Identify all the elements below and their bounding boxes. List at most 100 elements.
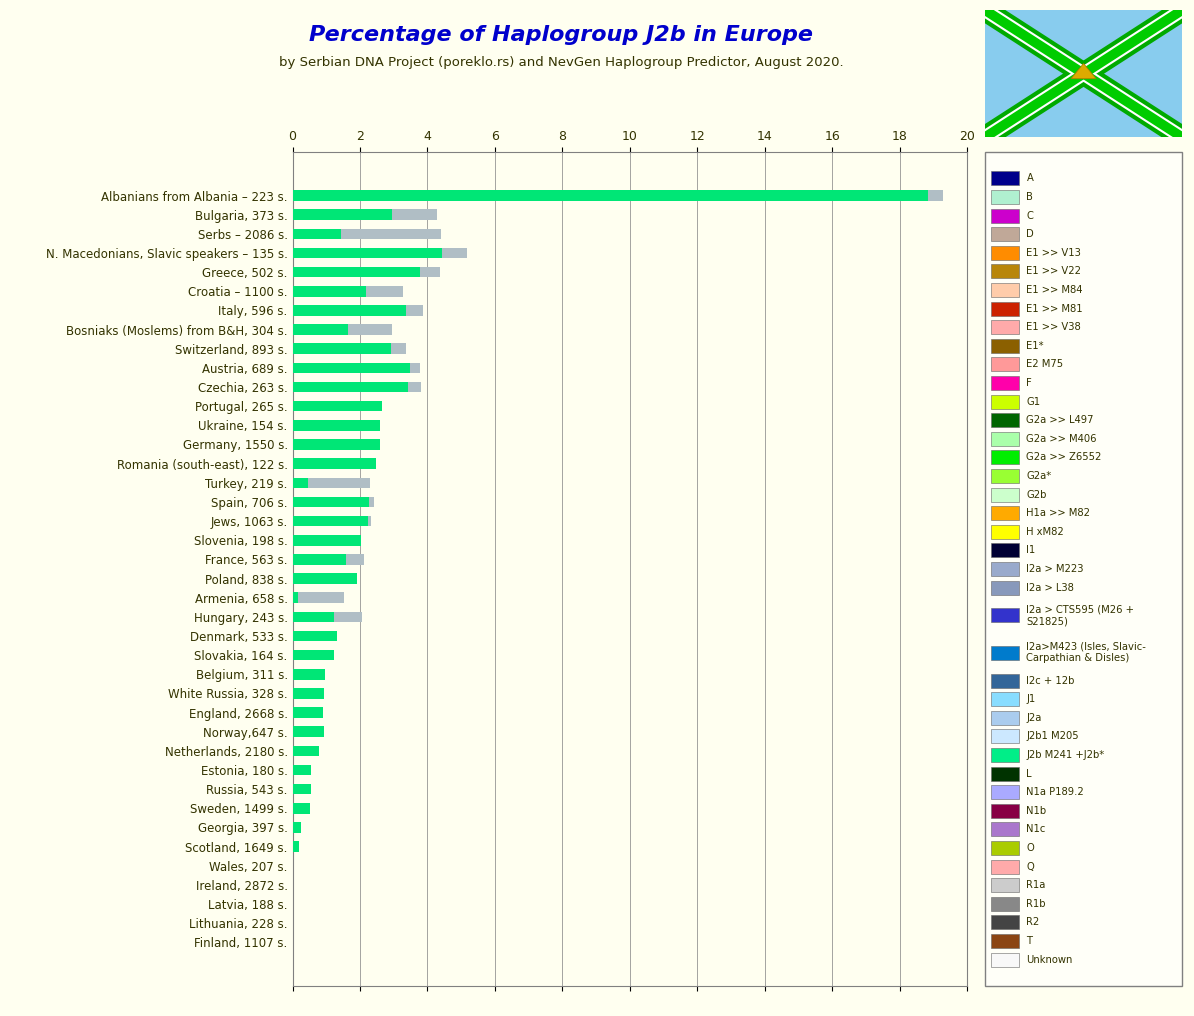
Bar xyxy=(991,414,1018,427)
Bar xyxy=(293,554,346,565)
Bar xyxy=(991,580,1018,594)
FancyBboxPatch shape xyxy=(985,152,1182,986)
Bar xyxy=(334,612,362,622)
Bar xyxy=(442,248,467,258)
Text: I2c + 12b: I2c + 12b xyxy=(1027,676,1075,686)
Text: E1*: E1* xyxy=(1027,340,1044,351)
Bar xyxy=(293,439,380,450)
Text: C: C xyxy=(1027,210,1033,220)
Bar xyxy=(991,394,1018,408)
Bar xyxy=(293,803,310,814)
Bar xyxy=(991,562,1018,576)
Text: B: B xyxy=(1027,192,1033,202)
Text: G2b: G2b xyxy=(1027,490,1047,500)
Bar xyxy=(293,841,298,851)
Bar xyxy=(293,497,369,507)
Bar xyxy=(293,324,347,335)
Text: N1c: N1c xyxy=(1027,824,1046,834)
Text: J2b1 M205: J2b1 M205 xyxy=(1027,732,1079,742)
Bar xyxy=(991,804,1018,818)
Bar xyxy=(293,746,319,756)
Text: O: O xyxy=(1027,843,1034,853)
Bar xyxy=(297,592,344,602)
Text: H1a >> M82: H1a >> M82 xyxy=(1027,508,1090,518)
Text: J2a: J2a xyxy=(1027,713,1042,722)
Bar xyxy=(369,516,371,526)
Text: E1 >> V38: E1 >> V38 xyxy=(1027,322,1082,332)
Bar xyxy=(293,535,361,546)
Text: R1b: R1b xyxy=(1027,899,1046,908)
Bar xyxy=(293,478,308,488)
Bar xyxy=(991,432,1018,446)
Bar xyxy=(408,382,420,392)
Text: N1a P189.2: N1a P189.2 xyxy=(1027,787,1084,798)
Bar xyxy=(991,860,1018,874)
Bar xyxy=(991,320,1018,334)
Bar xyxy=(293,592,297,602)
Text: G2a*: G2a* xyxy=(1027,471,1052,481)
Bar xyxy=(991,729,1018,744)
Text: F: F xyxy=(1027,378,1032,388)
Bar xyxy=(293,267,420,277)
Text: L: L xyxy=(1027,768,1032,778)
Bar xyxy=(991,302,1018,316)
Bar xyxy=(346,554,364,565)
Bar xyxy=(390,343,406,354)
Text: E1 >> M81: E1 >> M81 xyxy=(1027,304,1083,314)
Text: G1: G1 xyxy=(1027,396,1040,406)
Text: D: D xyxy=(1027,230,1034,239)
Bar xyxy=(293,726,324,737)
Bar xyxy=(991,246,1018,260)
Text: by Serbian DNA Project (poreklo.rs) and NevGen Haplogroup Predictor, August 2020: by Serbian DNA Project (poreklo.rs) and … xyxy=(279,56,843,69)
Bar xyxy=(293,363,410,373)
Bar xyxy=(991,748,1018,762)
Text: H xM82: H xM82 xyxy=(1027,526,1064,536)
Bar xyxy=(293,688,324,699)
Bar xyxy=(991,358,1018,371)
Text: E1 >> V13: E1 >> V13 xyxy=(1027,248,1082,258)
Text: N1b: N1b xyxy=(1027,806,1047,816)
Bar xyxy=(293,229,341,239)
Bar xyxy=(293,458,375,469)
Bar xyxy=(991,646,1018,659)
Bar xyxy=(347,324,393,335)
Bar xyxy=(991,172,1018,185)
Bar xyxy=(293,420,380,431)
Bar xyxy=(293,516,369,526)
Bar xyxy=(293,382,408,392)
Text: I1: I1 xyxy=(1027,546,1035,556)
Bar xyxy=(991,711,1018,724)
Text: A: A xyxy=(1027,174,1033,183)
Bar xyxy=(293,650,333,660)
Bar xyxy=(991,506,1018,520)
Bar xyxy=(991,338,1018,353)
Bar xyxy=(991,469,1018,483)
Bar xyxy=(410,363,420,373)
Bar xyxy=(928,190,943,201)
Bar xyxy=(293,401,382,411)
Bar xyxy=(293,343,390,354)
Bar xyxy=(991,228,1018,241)
Bar xyxy=(293,669,325,680)
Bar xyxy=(369,497,374,507)
Bar xyxy=(991,822,1018,836)
Polygon shape xyxy=(1071,63,1096,79)
Bar xyxy=(991,841,1018,854)
Bar xyxy=(991,915,1018,930)
Bar xyxy=(991,544,1018,558)
Text: R2: R2 xyxy=(1027,917,1040,928)
Text: E1 >> V22: E1 >> V22 xyxy=(1027,266,1082,276)
Text: I2a > L38: I2a > L38 xyxy=(1027,582,1075,592)
Bar xyxy=(293,305,406,316)
Text: G2a >> L497: G2a >> L497 xyxy=(1027,416,1094,425)
Bar xyxy=(293,209,392,219)
Text: Unknown: Unknown xyxy=(1027,955,1072,964)
Bar xyxy=(293,765,312,775)
Bar xyxy=(293,707,322,718)
Bar xyxy=(991,934,1018,948)
Bar xyxy=(293,822,301,833)
Bar xyxy=(341,229,442,239)
Bar xyxy=(991,692,1018,706)
Bar xyxy=(367,287,402,297)
Text: T: T xyxy=(1027,936,1033,946)
